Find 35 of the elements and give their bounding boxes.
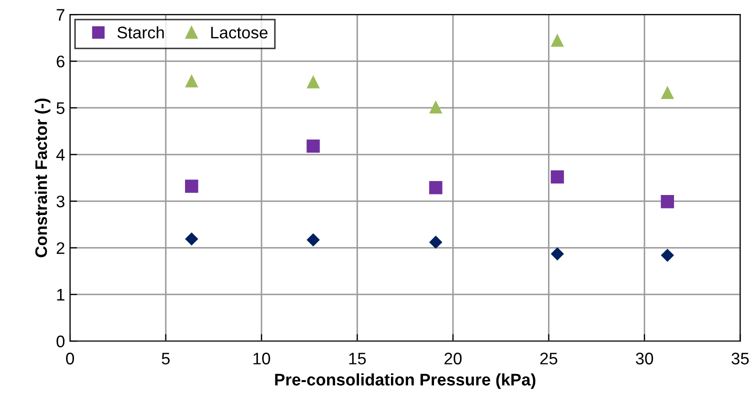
y-tick-label: 5 [56, 102, 64, 114]
point [660, 248, 674, 262]
point [185, 74, 198, 88]
y-tick-label: 4 [56, 149, 65, 161]
x-tick-label: 20 [444, 352, 462, 364]
y-tick-label: 7 [56, 9, 64, 21]
x-tick-label: 25 [540, 352, 558, 364]
y-tick-label: 0 [56, 336, 65, 348]
point [306, 140, 320, 153]
y-tick-label: 6 [56, 56, 64, 68]
point [185, 232, 198, 246]
y-axis-title: Constraint Factor (-) [34, 98, 50, 258]
point [306, 233, 320, 246]
point [550, 170, 564, 184]
x-tick-label: 10 [254, 352, 270, 364]
x-tick-label: 30 [636, 352, 654, 364]
x-axis-title: Pre-consolidation Pressure (kPa) [275, 373, 536, 389]
legend-label: Starch [117, 26, 164, 38]
point [550, 34, 564, 47]
x-tick-label: 15 [349, 352, 366, 364]
point [429, 236, 442, 249]
point [306, 75, 320, 88]
x-tick-label: 5 [162, 352, 170, 364]
y-tick-label: 1 [57, 289, 64, 301]
x-tick-label: 35 [732, 352, 749, 364]
legend-label: Lactose [211, 26, 268, 38]
point [660, 195, 674, 208]
point [550, 247, 564, 260]
y-tick-label: 2 [56, 242, 64, 254]
x-tick-label: 0 [66, 352, 74, 364]
point [660, 86, 674, 100]
point [185, 180, 198, 193]
y-tick-label: 3 [56, 196, 64, 208]
point [429, 181, 442, 194]
point [429, 100, 442, 114]
